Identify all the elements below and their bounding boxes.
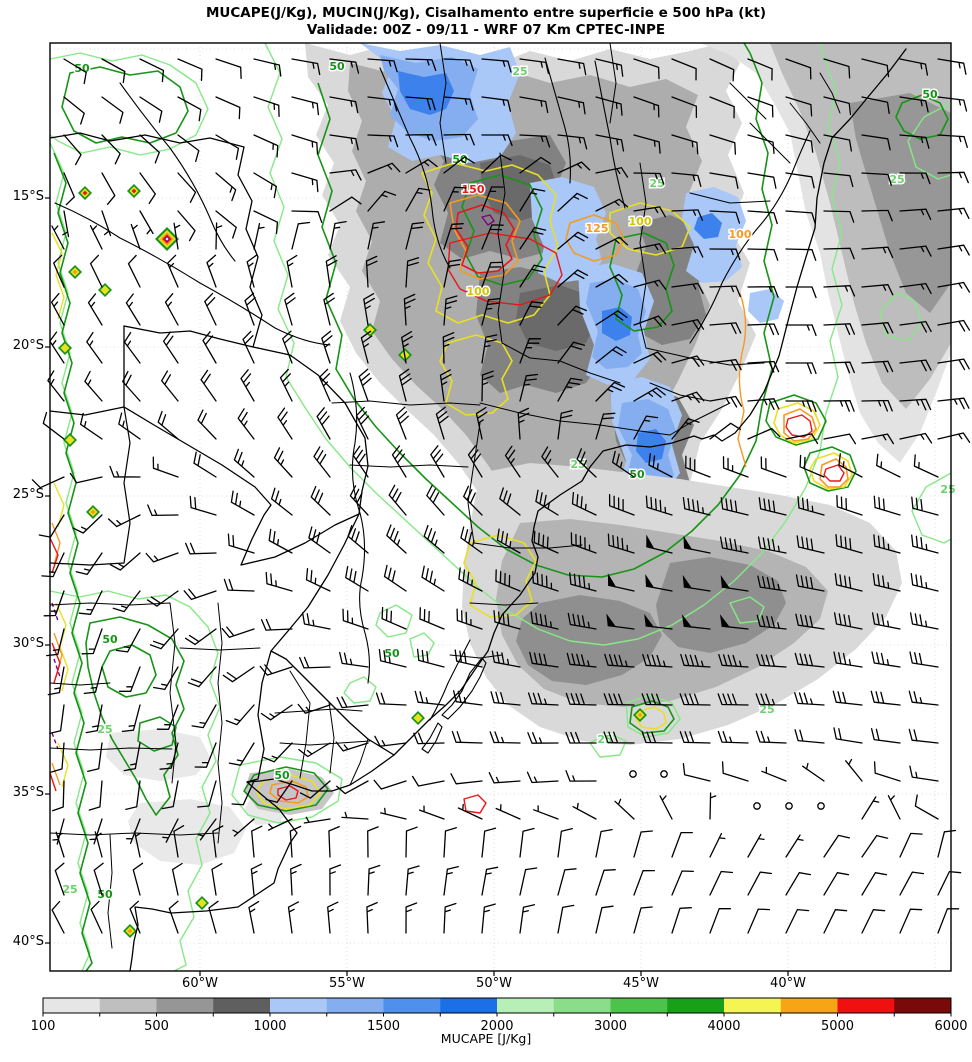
mucin-contour-layer (49, 42, 952, 972)
svg-text:25: 25 (62, 883, 77, 896)
svg-text:25: 25 (512, 65, 527, 78)
svg-text:50: 50 (274, 769, 290, 782)
lat-tick-label: 20°S (12, 338, 44, 353)
colorbar-tick-label: 5000 (821, 1019, 854, 1034)
lon-tick-label: 45°W (623, 976, 659, 991)
svg-text:100: 100 (729, 228, 752, 241)
svg-text:25: 25 (759, 703, 774, 716)
colorbar-bar: 100 500 1000 1500 2000 3000 4000 5000 6000 (31, 997, 968, 1034)
svg-text:150: 150 (462, 183, 485, 196)
mucape-shading-layer (106, 43, 951, 865)
colorbar-tick-label: 6000 (934, 1019, 967, 1034)
map-canvas: 50 25 50 50 150 125 100 100 25 100 25 50 25 50 25 50 25 5… (31, 42, 971, 976)
svg-text:100: 100 (629, 215, 652, 228)
figure-title: MUCAPE(J/Kg), MUCIN(J/Kg), Cisalhamento … (0, 5, 972, 39)
svg-text:50: 50 (329, 60, 345, 73)
svg-text:50: 50 (74, 62, 90, 75)
colorbar-tick-label: 3000 (594, 1019, 627, 1034)
lat-tick-label: 30°S (12, 636, 44, 651)
colorbar-tick-label: 4000 (707, 1019, 740, 1034)
lon-tick-label: 55°W (329, 976, 365, 991)
svg-text:50: 50 (922, 88, 938, 101)
lat-tick-label: 15°S (12, 189, 44, 204)
lat-tick-label: 40°S (12, 934, 44, 949)
title-line-1: MUCAPE(J/Kg), MUCIN(J/Kg), Cisalhamento … (205, 5, 767, 21)
contour-label-layer: 50 25 50 50 150 125 100 100 25 100 25 50 25 50 25 50 25 5… (61, 59, 957, 903)
lon-tick-label: 60°W (182, 976, 218, 991)
colorbar-tick-label: 500 (144, 1019, 169, 1034)
colorbar-label: MUCAPE [J/Kg] (440, 1031, 532, 1046)
svg-text:25: 25 (889, 173, 904, 186)
colorbar-tick-label: 100 (31, 1019, 56, 1034)
svg-text:100: 100 (467, 285, 490, 298)
map-frame (45, 42, 952, 976)
colorbar-tick-label: 1500 (367, 1019, 400, 1034)
colorbar-tick-label: 2000 (480, 1019, 513, 1034)
svg-text:50: 50 (629, 468, 645, 481)
colorbar-tick-label: 1000 (253, 1019, 286, 1034)
lat-tick-label: 35°S (12, 785, 44, 800)
wind-barb-layer (31, 58, 971, 934)
title-line-2: Validade: 00Z - 09/11 - WRF 07 Km CPTEC-… (306, 21, 666, 38)
svg-text:125: 125 (586, 222, 609, 235)
hotspot-diamond-layer (58, 184, 647, 938)
svg-text:25: 25 (940, 483, 955, 496)
lat-tick-label: 25°S (12, 487, 44, 502)
lon-tick-label: 40°W (770, 976, 806, 991)
svg-text:25: 25 (97, 723, 112, 736)
svg-text:50: 50 (102, 633, 118, 646)
svg-text:25: 25 (570, 458, 585, 471)
colorbar: 100 500 1000 1500 2000 3000 4000 5000 6000 (31, 997, 968, 1034)
lon-tick-label: 50°W (476, 976, 512, 991)
svg-text:50: 50 (97, 888, 113, 901)
svg-text:50: 50 (384, 647, 400, 660)
